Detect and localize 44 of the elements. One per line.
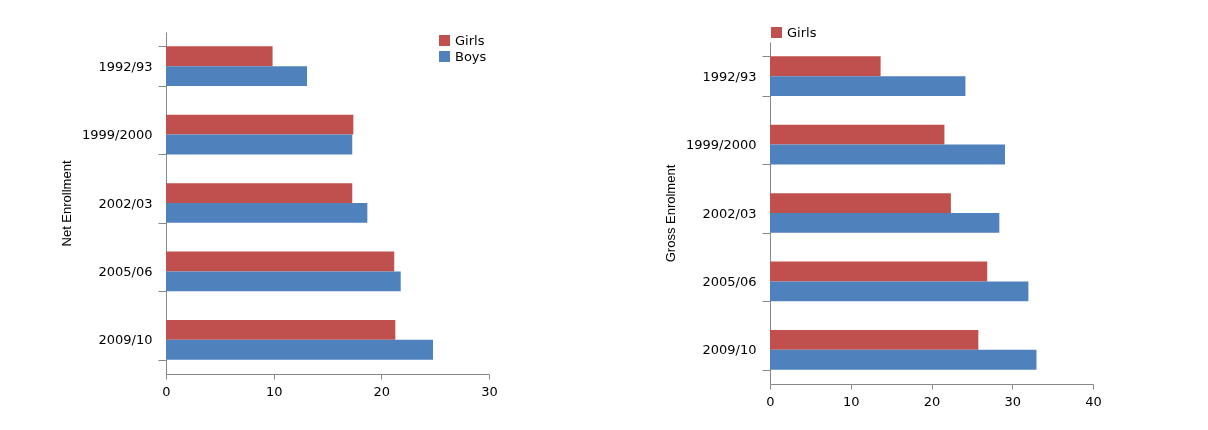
- bar: [770, 281, 1029, 302]
- y-axis-title: Net Enrollment: [58, 160, 74, 247]
- y-tick-label: 1999/2000: [81, 127, 153, 143]
- x-tick-label: 0: [162, 383, 171, 399]
- y-tick-label: 2005/06: [98, 263, 153, 279]
- bar: [166, 46, 273, 67]
- y-tick-label: 2002/03: [98, 195, 153, 211]
- x-tick-label: 20: [373, 383, 391, 399]
- bar: [166, 339, 434, 360]
- y-tick-label: 1999/2000: [685, 137, 757, 153]
- y-axis-title: Gross Enrolment: [662, 164, 678, 263]
- x-tick-label: 30: [481, 383, 498, 399]
- legend-label: Boys: [455, 48, 487, 64]
- bar: [770, 213, 1000, 233]
- x-tick-label: 0: [766, 393, 775, 409]
- bar: [770, 124, 945, 145]
- x-tick-label: 30: [1004, 393, 1022, 409]
- legend-label: Girls: [787, 24, 817, 40]
- bar: [166, 203, 368, 223]
- bar: [166, 271, 401, 292]
- bar: [770, 329, 979, 350]
- y-tick-label: 1992/93: [98, 58, 153, 74]
- x-tick-label: 10: [842, 393, 860, 409]
- bar: [770, 144, 1005, 165]
- bar: [770, 261, 988, 282]
- x-tick-label: 40: [1085, 393, 1102, 409]
- bar: [166, 319, 396, 340]
- bar: [770, 76, 966, 97]
- bar: [166, 251, 395, 272]
- bar: [770, 193, 951, 213]
- bar: [166, 134, 353, 155]
- y-tick-label: 1992/93: [702, 68, 757, 84]
- bar: [166, 114, 354, 135]
- y-tick-label: 2002/03: [702, 205, 757, 221]
- x-tick-label: 10: [265, 383, 283, 399]
- bar: [166, 66, 308, 87]
- bar: [770, 349, 1037, 370]
- bar: [166, 183, 353, 203]
- y-tick-label: 2009/10: [98, 332, 153, 348]
- y-tick-label: 2005/06: [702, 273, 757, 289]
- bar: [770, 56, 881, 77]
- legend-label: Girls: [455, 32, 485, 48]
- y-tick-label: 2009/10: [702, 342, 757, 358]
- x-tick-label: 20: [923, 393, 941, 409]
